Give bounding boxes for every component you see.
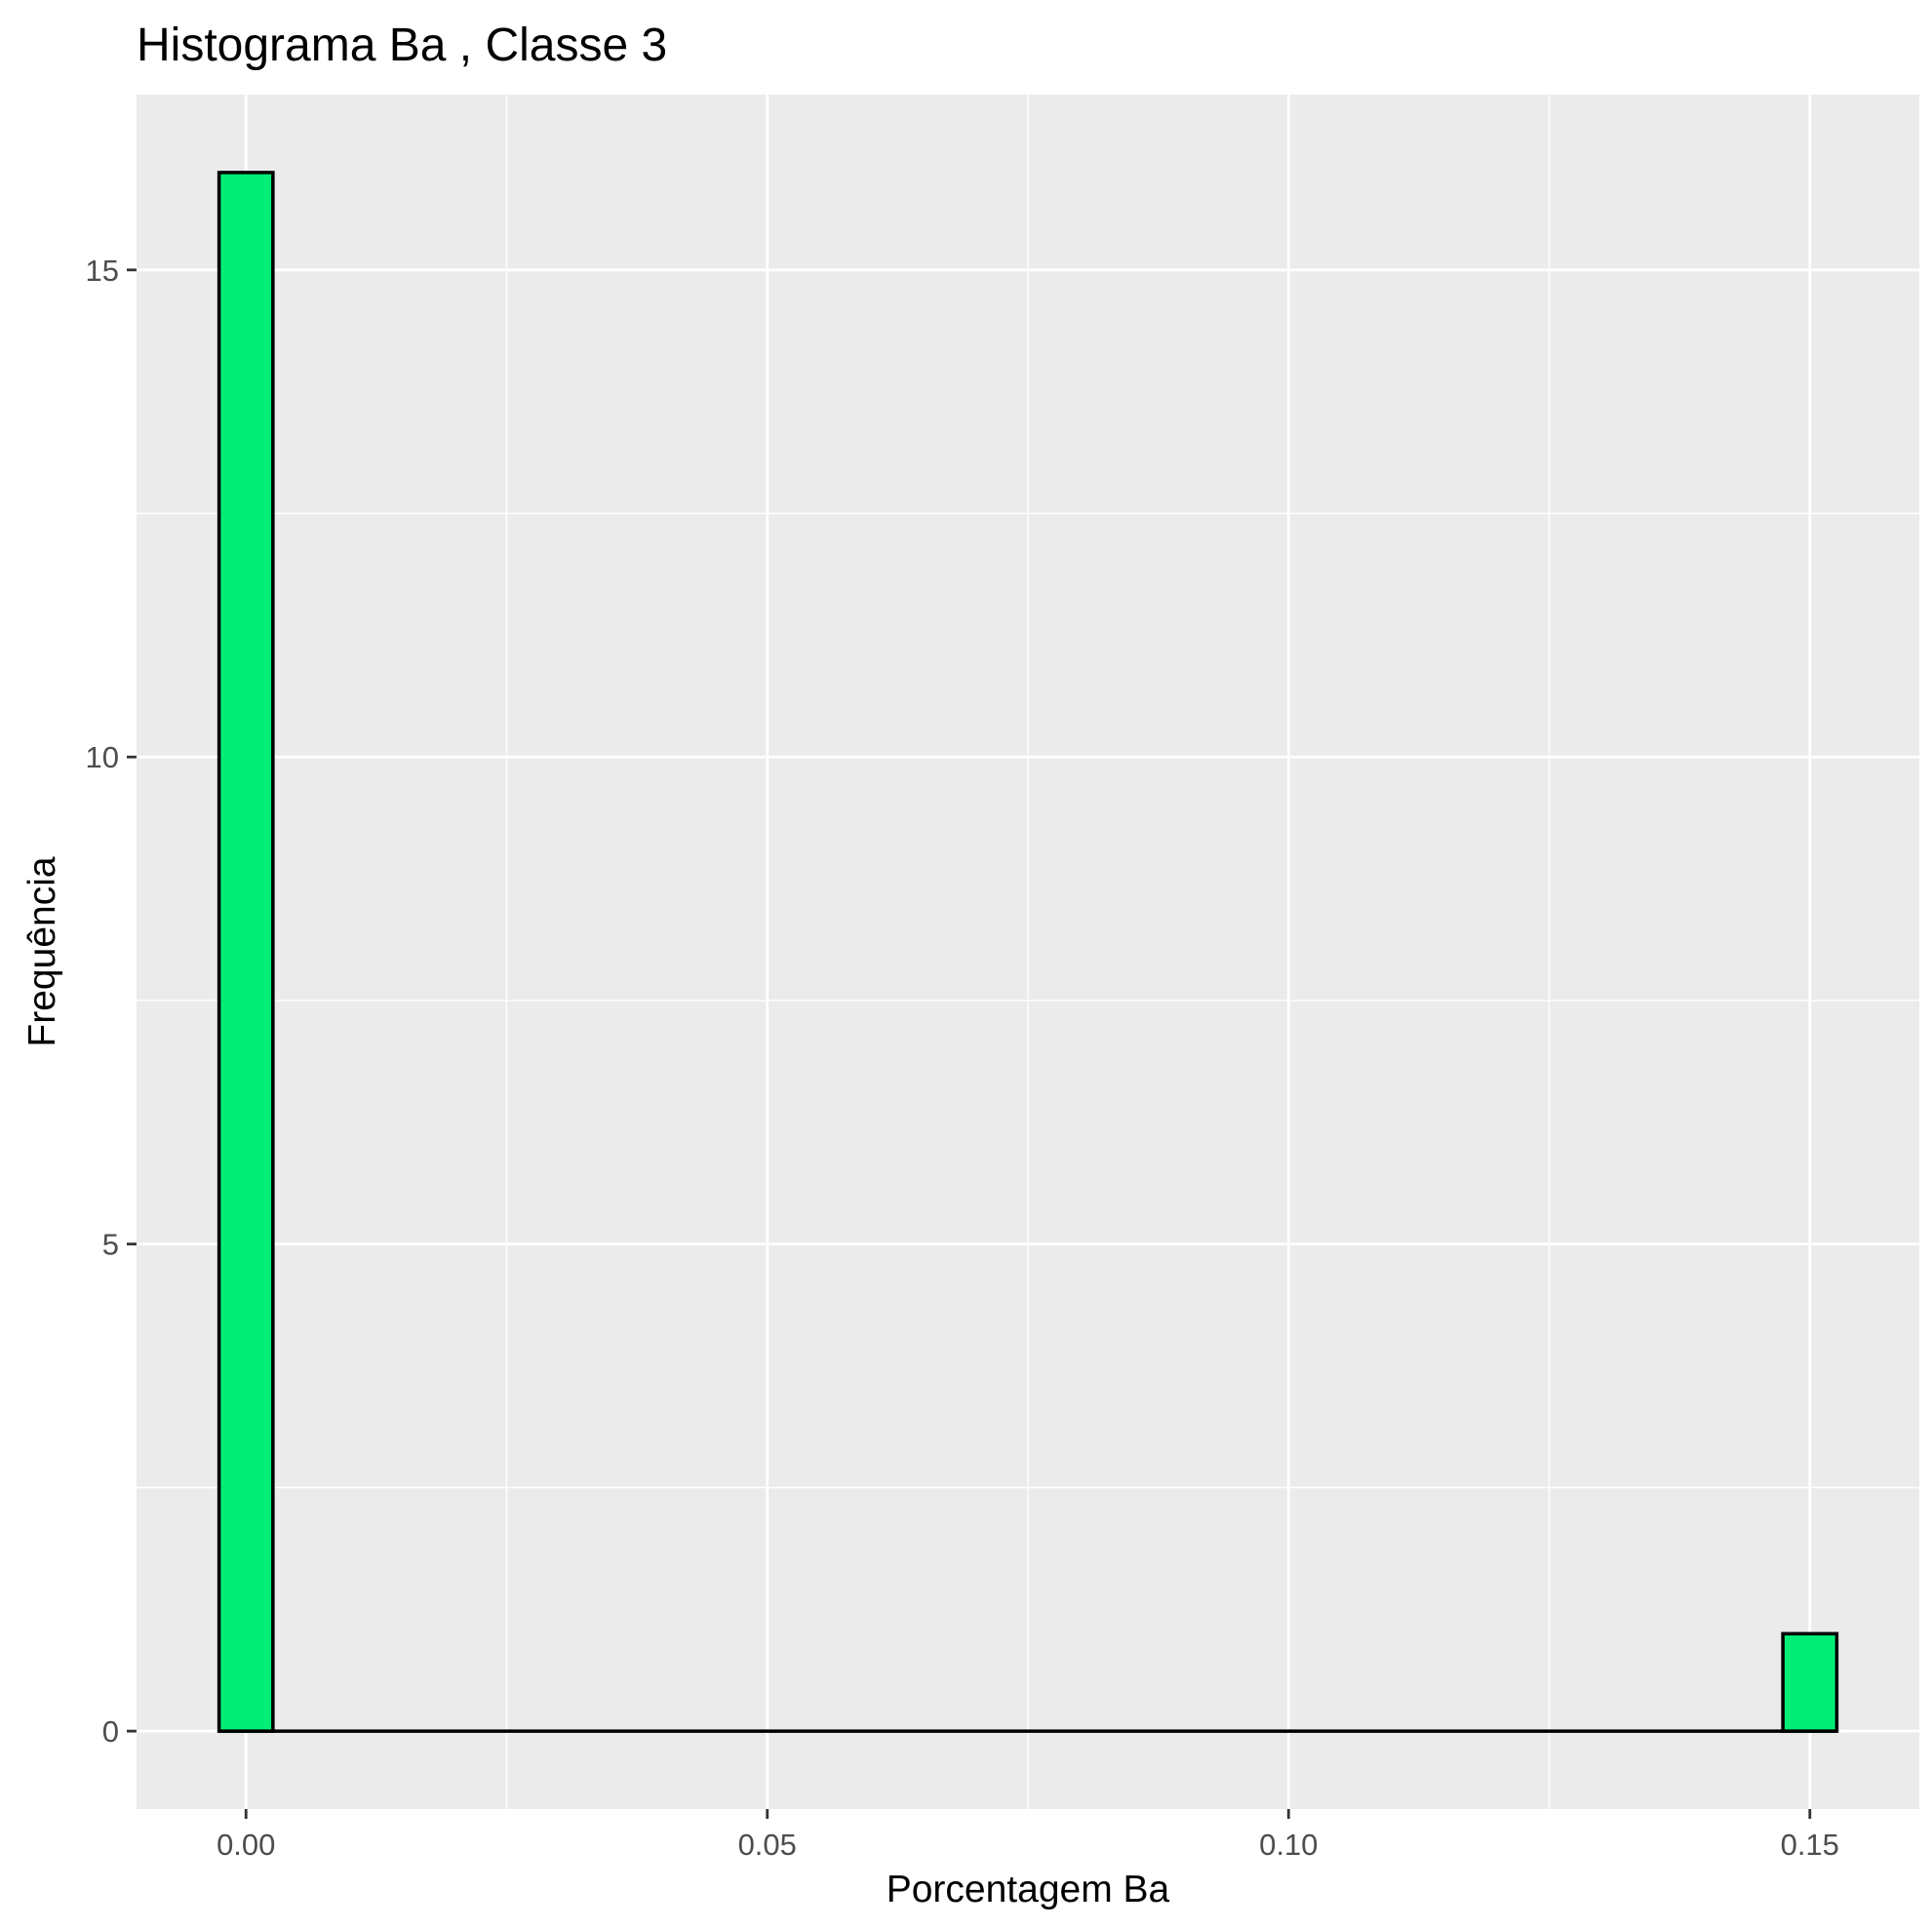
x-axis-title: Porcentagem Ba [887, 1869, 1170, 1910]
histogram-bar [217, 171, 275, 1733]
y-tick-label: 0 [102, 1714, 119, 1749]
x-tick-label: 0.10 [1259, 1828, 1318, 1862]
x-tick-label: 0.05 [738, 1828, 797, 1862]
y-axis-ticks: 0 5 10 15 [86, 254, 137, 1749]
chart-title: Histograma Ba , Classe 3 [137, 20, 667, 71]
histogram-bars [217, 171, 1839, 1733]
x-tick-label: 0.15 [1781, 1828, 1839, 1862]
y-axis-title: Frequência [21, 856, 63, 1046]
grid-minor [137, 95, 1919, 1809]
y-tick-label: 10 [86, 740, 119, 774]
y-tick-label: 5 [102, 1228, 119, 1262]
x-axis-ticks: 0.00 0.05 0.10 0.15 [217, 1809, 1839, 1862]
y-tick-label: 15 [86, 254, 119, 288]
x-tick-label: 0.00 [217, 1828, 275, 1862]
histogram-bar [1781, 1632, 1839, 1733]
